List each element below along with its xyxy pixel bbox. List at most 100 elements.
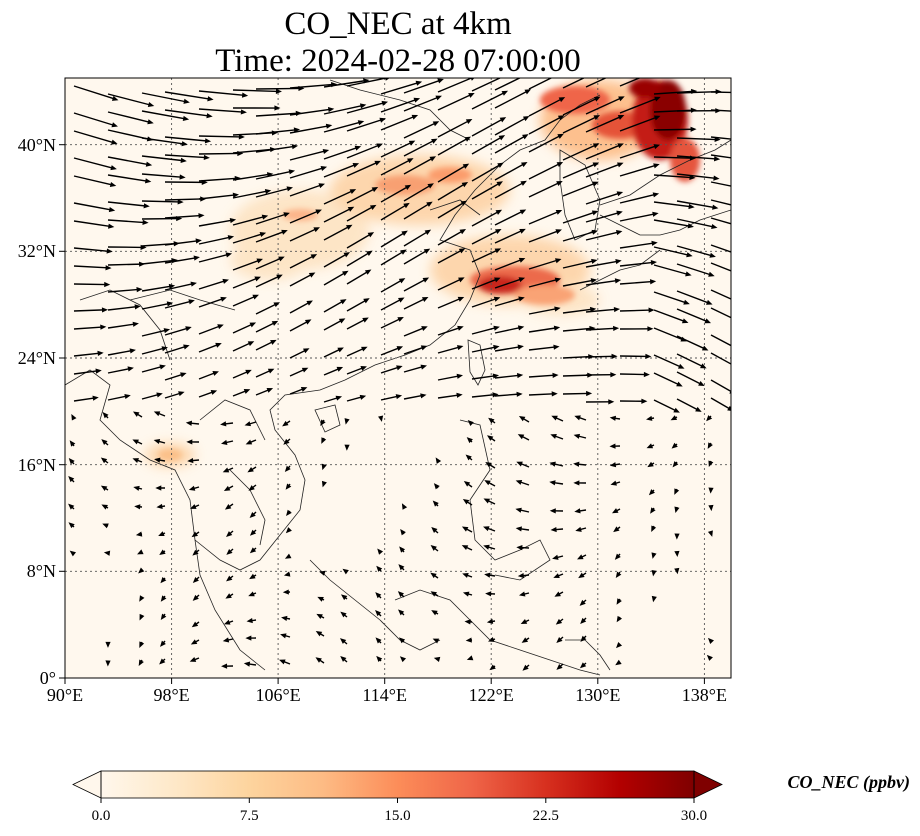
- wind-arrow-head: [340, 611, 347, 618]
- wind-arrow-shaft: [323, 207, 352, 223]
- wind-arrow-head: [595, 69, 602, 74]
- wind-arrow-head: [362, 317, 369, 323]
- wind-arrow-head: [493, 296, 501, 302]
- wind-arrow-head: [191, 621, 199, 628]
- wind-arrow-head: [69, 550, 77, 557]
- wind-arrow-head: [226, 575, 233, 582]
- wind-arrow-shaft: [255, 170, 292, 180]
- wind-arrow-head: [431, 527, 438, 533]
- wind-arrow-shaft: [107, 349, 133, 356]
- wind-arrow-head: [222, 278, 229, 284]
- wind-arrow-head: [648, 489, 655, 496]
- wind-arrow-head: [139, 613, 145, 621]
- wind-arrow-head: [138, 659, 144, 666]
- wind-arrow-shaft: [710, 154, 731, 159]
- wind-arrow-shaft: [289, 301, 310, 314]
- wind-arrow-shaft: [323, 253, 347, 268]
- wind-arrow-head: [707, 637, 714, 644]
- x-tick-label: 98°E: [153, 685, 189, 705]
- wind-arrow-head: [579, 662, 587, 669]
- wind-arrow-head: [420, 364, 427, 370]
- wind-arrow-head: [671, 442, 678, 449]
- wind-arrow-head: [403, 202, 410, 209]
- wind-arrow-head: [435, 95, 442, 101]
- wind-arrow-shaft: [198, 135, 241, 138]
- wind-arrow-head: [751, 110, 757, 115]
- wind-arrow-head: [549, 508, 556, 514]
- wind-arrow-shaft: [107, 156, 149, 166]
- wind-arrow-head: [357, 120, 365, 126]
- wind-arrow-head: [226, 548, 233, 555]
- wind-arrow-shaft: [164, 240, 198, 246]
- wind-arrow-shaft: [676, 290, 710, 304]
- wind-arrow-shaft: [198, 152, 240, 155]
- wind-arrow-shaft: [255, 303, 277, 315]
- wind-arrow-head: [579, 599, 586, 606]
- wind-arrow-shaft: [528, 182, 560, 198]
- wind-arrow-head: [462, 163, 470, 169]
- wind-arrow-head: [713, 175, 720, 181]
- wind-arrow-head: [399, 546, 406, 553]
- wind-arrow-shaft: [73, 326, 103, 330]
- wind-arrow-shaft: [528, 98, 562, 117]
- wind-arrow-shaft: [653, 201, 691, 208]
- wind-arrow-head: [375, 610, 382, 617]
- wind-arrow-head: [524, 89, 532, 95]
- wind-arrow-head: [433, 483, 440, 490]
- wind-arrow-head: [276, 274, 283, 280]
- wind-arrow-head: [465, 118, 473, 125]
- wind-arrow-head: [139, 641, 145, 648]
- wind-arrow-shaft: [585, 327, 616, 331]
- wind-arrow-shaft: [403, 96, 439, 112]
- wind-arrow-shaft: [107, 201, 146, 207]
- wind-arrow-shaft: [710, 397, 731, 410]
- wind-arrow-shaft: [494, 117, 527, 136]
- wind-arrow-head: [484, 480, 491, 486]
- concentration-field: [145, 78, 700, 467]
- y-tick-label: 32°N: [18, 241, 56, 261]
- wind-arrow-head: [404, 184, 412, 191]
- colorbar-extend-min: [72, 770, 102, 799]
- wind-arrow-shaft: [380, 395, 399, 401]
- wind-arrow-shaft: [198, 298, 224, 308]
- wind-arrow-head: [468, 92, 475, 98]
- wind-arrow-head: [400, 249, 407, 255]
- wind-arrow-head: [283, 438, 290, 445]
- wind-arrow-shaft: [141, 110, 186, 120]
- wind-arrow-shaft: [346, 161, 378, 177]
- wind-arrow-shaft: [73, 202, 112, 211]
- wind-arrow-head: [132, 321, 139, 327]
- wind-arrow-shaft: [528, 134, 561, 153]
- wind-arrow-shaft: [141, 200, 180, 203]
- wind-arrow-shaft: [346, 270, 369, 285]
- wind-arrow-shaft: [198, 280, 226, 290]
- wind-arrow-shaft: [437, 137, 468, 156]
- wind-arrow-head: [177, 199, 184, 205]
- wind-arrow-head: [552, 554, 559, 560]
- wind-arrow-shaft: [403, 122, 436, 139]
- wind-arrow-head: [672, 461, 679, 468]
- wind-arrow-head: [225, 593, 232, 599]
- wind-arrow-head: [616, 642, 623, 649]
- wind-arrow-head: [429, 156, 437, 162]
- wind-arrow-head: [249, 547, 257, 554]
- wind-arrow-head: [411, 114, 419, 120]
- wind-arrow-head: [431, 138, 438, 144]
- x-tick-label: 122°E: [469, 685, 514, 705]
- wind-arrow-head: [421, 296, 429, 302]
- wind-arrow-head: [222, 637, 230, 643]
- wind-arrow-head: [266, 387, 274, 393]
- wind-arrow-head: [463, 481, 471, 487]
- wind-arrow-shaft: [255, 275, 280, 288]
- wind-arrow-shaft: [289, 125, 329, 134]
- wind-arrow-shaft: [232, 190, 268, 199]
- wind-arrow-head: [614, 553, 621, 560]
- wind-arrow-head: [344, 444, 350, 451]
- wind-arrow-shaft: [619, 242, 654, 249]
- y-tick-label: 16°N: [18, 455, 56, 475]
- wind-arrow-shaft: [323, 79, 366, 88]
- wind-arrow-head: [147, 119, 154, 125]
- wind-arrow-head: [101, 307, 108, 313]
- wind-arrow-head: [522, 116, 530, 122]
- colorbar-tick-label: 0.0: [92, 808, 111, 824]
